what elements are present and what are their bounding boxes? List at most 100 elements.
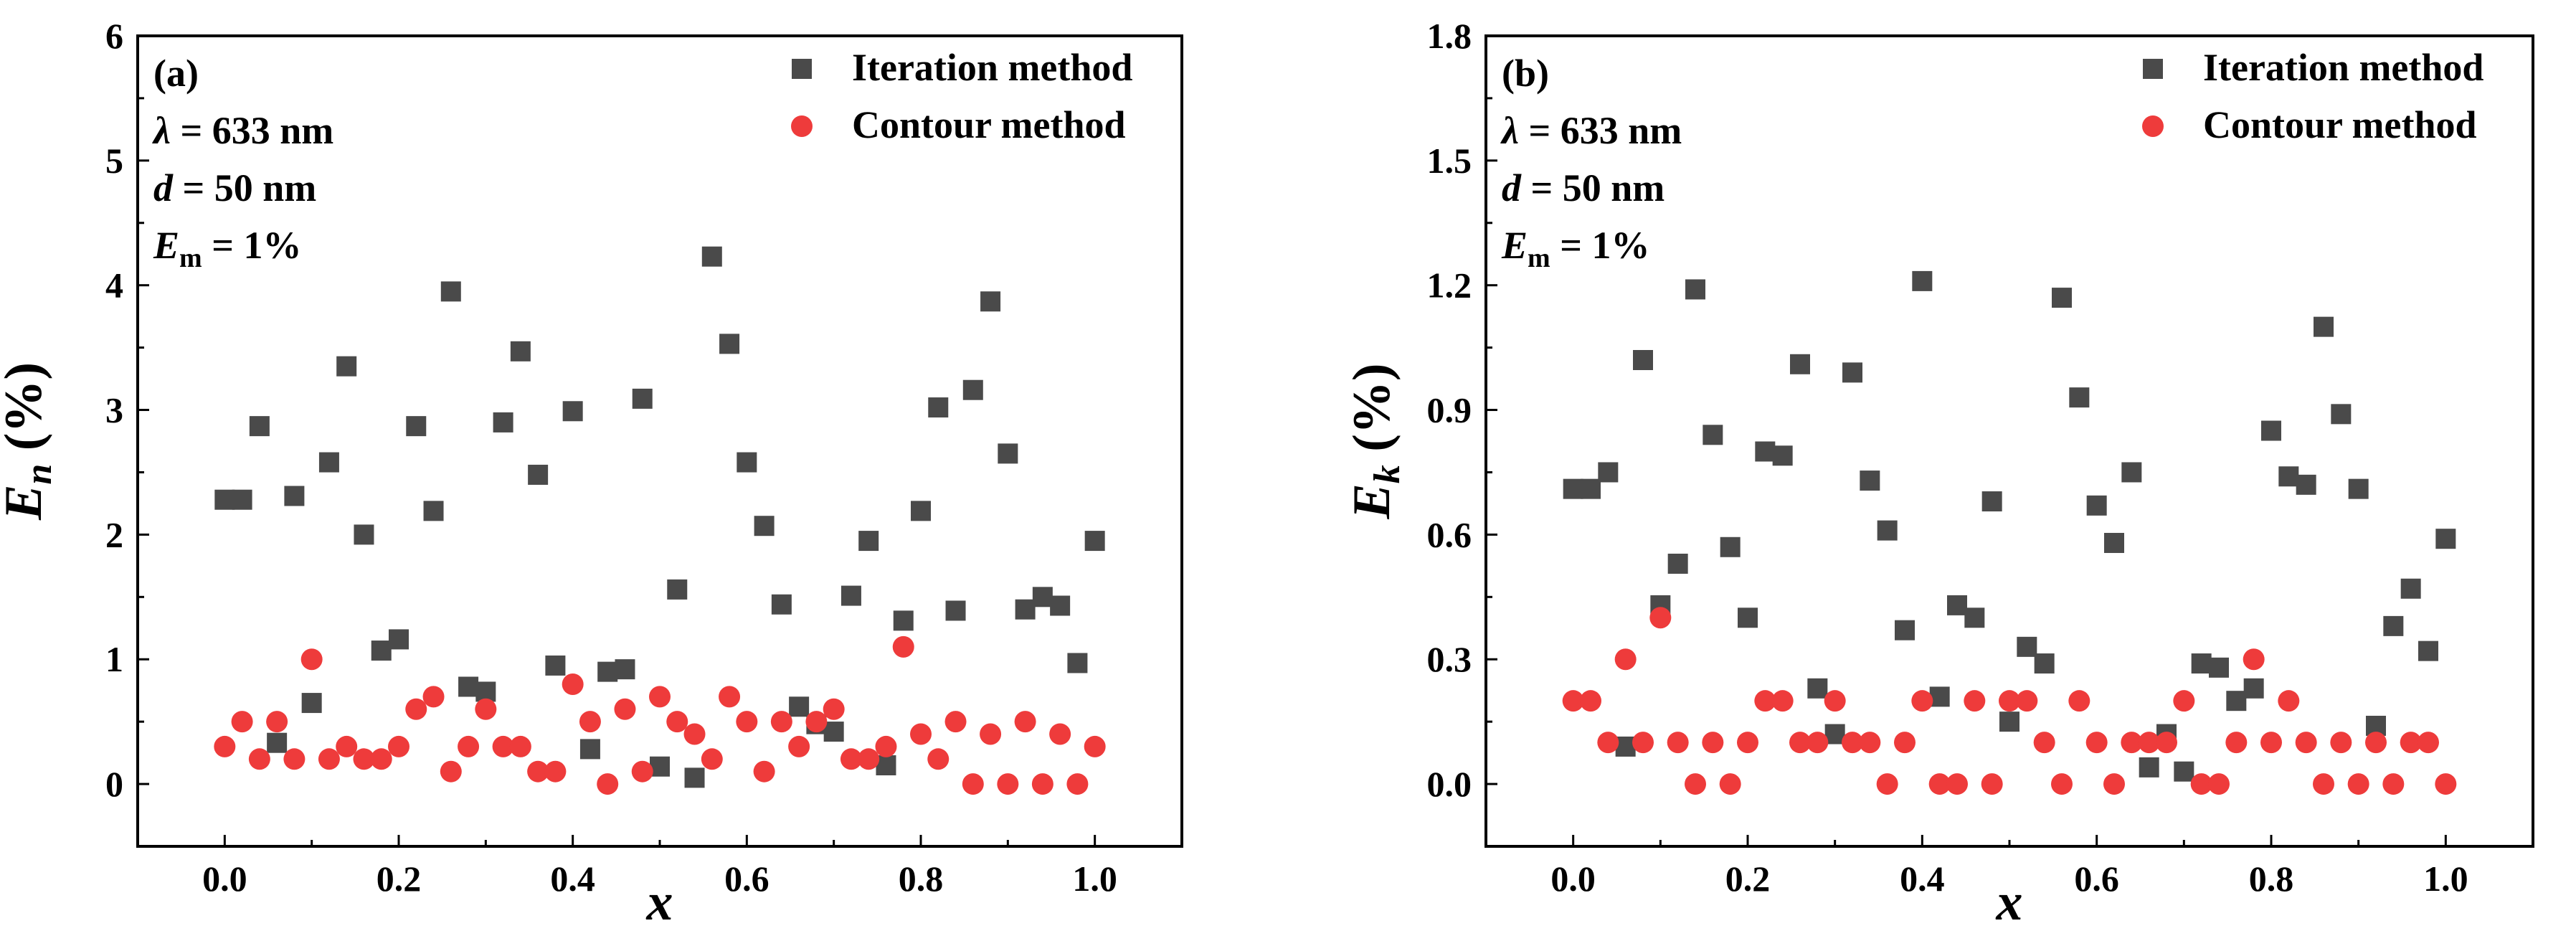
data-point-square — [545, 655, 566, 676]
panel-label: (a) — [153, 52, 199, 95]
data-point-square — [528, 464, 549, 485]
data-point-circle — [2418, 732, 2439, 754]
data-point-square — [928, 397, 949, 418]
data-point-circle — [597, 773, 619, 795]
data-point-circle — [927, 748, 950, 770]
annotation-measurement-error: Em = 1% — [153, 224, 301, 273]
d-value: = 50 nm — [173, 166, 316, 209]
legend-marker-square — [2143, 59, 2163, 79]
data-point-square — [2226, 691, 2247, 712]
data-point-circle — [1842, 732, 1863, 754]
data-point-square — [1598, 462, 1619, 483]
y-tick-label: 1.5 — [1427, 141, 1472, 181]
em-value: = 1% — [1550, 224, 1650, 267]
lambda-symbol: λ — [1500, 109, 1519, 152]
data-point-circle — [1597, 732, 1619, 754]
data-point-circle — [1562, 690, 1584, 712]
data-point-circle — [2400, 732, 2422, 754]
data-point-square — [1563, 478, 1583, 499]
data-point-circle — [2435, 773, 2457, 795]
y-axis-title-unit: (%) — [0, 362, 53, 464]
data-point-square — [945, 600, 966, 621]
data-point-square — [318, 452, 339, 473]
data-point-square — [1084, 531, 1105, 552]
data-point-circle — [823, 698, 845, 720]
data-point-square — [2348, 478, 2369, 499]
data-point-circle — [1614, 648, 1637, 671]
y-tick-label: 0 — [105, 764, 123, 804]
data-point-circle — [875, 735, 897, 757]
data-point-circle — [1066, 773, 1089, 795]
y-axis-title-main: E — [1343, 483, 1401, 519]
data-point-circle — [2330, 732, 2352, 754]
data-point-square — [493, 412, 513, 432]
data-point-circle — [1084, 735, 1106, 757]
data-point-square — [1929, 686, 1950, 707]
data-point-circle — [1031, 773, 1053, 795]
data-point-square — [2243, 678, 2264, 699]
data-point-square — [232, 489, 252, 510]
d-value: = 50 nm — [1521, 166, 1665, 209]
legend-label-iteration-method: Iteration method — [852, 46, 1132, 89]
data-point-square — [632, 388, 653, 409]
data-point-circle — [440, 760, 462, 783]
data-point-circle — [214, 735, 236, 757]
em-symbol: E — [153, 224, 179, 267]
data-point-circle — [370, 748, 392, 770]
data-point-circle — [2156, 732, 2177, 754]
data-point-circle — [1685, 773, 1706, 795]
data-point-circle — [666, 711, 688, 733]
data-point-square — [1807, 678, 1828, 699]
data-point-square — [719, 334, 740, 354]
data-point-circle — [579, 711, 601, 733]
data-point-square — [406, 416, 427, 437]
data-point-square — [615, 659, 635, 680]
data-point-square — [684, 767, 705, 788]
data-point-circle — [1946, 773, 1968, 795]
series-contour-method — [214, 635, 1106, 795]
data-point-square — [267, 732, 288, 753]
data-point-circle — [509, 735, 531, 757]
y-tick-label: 0.3 — [1427, 639, 1472, 679]
data-point-circle — [231, 711, 253, 733]
em-subscript: m — [1528, 243, 1550, 273]
data-point-square — [1703, 425, 1723, 445]
series-contour-method — [1562, 607, 2457, 795]
data-point-circle — [1667, 732, 1689, 754]
data-point-square — [1964, 608, 1985, 628]
lambda-value: = 633 nm — [1519, 109, 1682, 152]
d-symbol: d — [1502, 166, 1522, 209]
chart-panel-b: 0.0 0.2 0.4 0.6 0.8 1.0 0.0 0.3 0.6 0.9 1.2 1.5 1.8 x… — [1343, 16, 2534, 932]
data-point-square — [1999, 712, 2019, 732]
data-point-circle — [492, 735, 514, 757]
data-point-square — [1895, 620, 1915, 640]
data-point-circle — [527, 760, 549, 783]
data-point-square — [475, 681, 496, 702]
y-axis-title: En (%) — [0, 362, 60, 521]
data-point-square — [1667, 553, 1688, 574]
data-point-square — [2017, 636, 2037, 657]
data-point-circle — [719, 686, 741, 708]
data-point-square — [2139, 757, 2159, 777]
data-point-square — [737, 452, 757, 473]
data-point-circle — [2173, 690, 2195, 712]
x-tick-label: 1.0 — [2423, 859, 2468, 899]
x-tick-label: 0.2 — [1725, 859, 1771, 899]
data-point-square — [284, 486, 305, 506]
data-point-square — [458, 676, 479, 697]
data-point-circle — [1894, 732, 1916, 754]
data-point-circle — [614, 698, 636, 720]
data-point-square — [1032, 587, 1053, 608]
data-point-square — [650, 756, 670, 777]
data-point-circle — [753, 760, 775, 783]
annotation-thickness: d = 50 nm — [1502, 166, 1665, 209]
data-point-circle — [910, 723, 932, 745]
y-tick-label: 1.8 — [1427, 16, 1472, 56]
data-point-square — [789, 696, 810, 717]
em-value: = 1% — [202, 224, 302, 267]
y-axis-title-unit: (%) — [1343, 363, 1401, 465]
data-point-square — [2052, 288, 2072, 308]
lambda-symbol: λ — [152, 109, 171, 152]
data-point-square — [1981, 491, 2002, 512]
